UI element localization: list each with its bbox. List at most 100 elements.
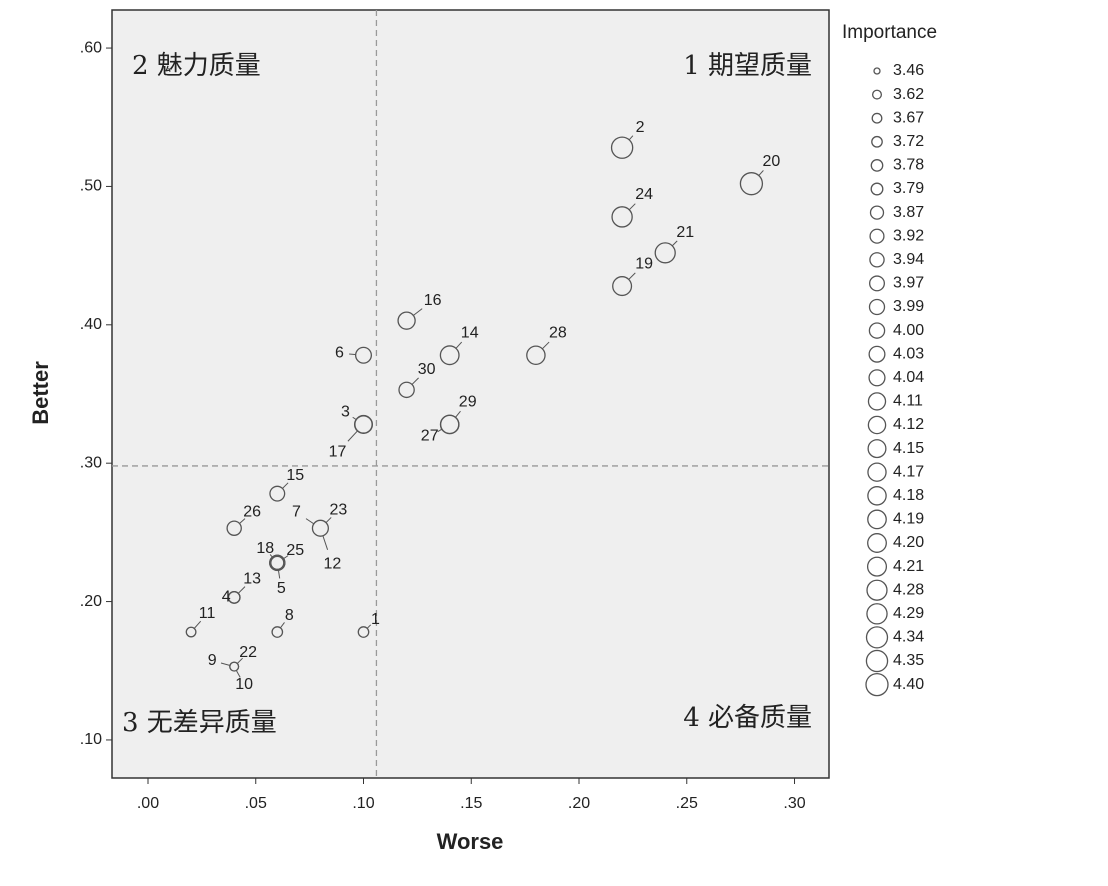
point-label: 7: [292, 503, 301, 520]
legend-bubble: [868, 322, 886, 339]
bubble: [439, 345, 460, 366]
quadrant-label: 4 必备质量: [683, 703, 812, 733]
bubble: [354, 346, 373, 364]
legend-bubble: [866, 579, 888, 601]
x-tick-label: .20: [568, 795, 590, 812]
legend-bubble: [867, 486, 887, 506]
point-label: 13: [243, 571, 261, 588]
legend-bubble: [870, 182, 884, 196]
y-axis-title: Better: [28, 361, 53, 425]
bubble: [271, 626, 284, 638]
x-tick-label: .05: [245, 795, 267, 812]
legend-bubble: [867, 509, 887, 530]
bubble: [526, 345, 546, 366]
point-label: 25: [286, 542, 304, 559]
x-tick-label: .10: [352, 795, 374, 812]
legend-bubble: [869, 228, 885, 244]
legend-label: 3.97: [893, 275, 924, 292]
quadrant-label: 2 魅力质量: [132, 51, 261, 81]
legend-label: 4.15: [893, 440, 924, 457]
point-label: 6: [335, 344, 344, 361]
point-label: 10: [235, 676, 253, 693]
legend-bubble: [870, 159, 884, 172]
y-tick-label: .20: [80, 593, 102, 610]
legend-label: 3.99: [893, 298, 924, 315]
point-label: 26: [243, 503, 261, 520]
bubble: [610, 136, 634, 159]
x-axis-title: Worse: [437, 829, 504, 854]
point-label: 23: [329, 501, 347, 518]
legend-bubble: [869, 275, 885, 292]
legend-label: 3.72: [893, 133, 924, 150]
legend-label: 3.46: [893, 62, 924, 79]
legend-label: 3.67: [893, 109, 924, 126]
legend-label: 4.17: [893, 463, 924, 480]
point-label: 17: [329, 444, 347, 461]
legend-label: 4.40: [893, 676, 924, 693]
legend-bubble: [871, 135, 883, 148]
point-label: 1: [371, 611, 380, 628]
bubble: [229, 661, 240, 672]
legend-label: 4.34: [893, 629, 924, 646]
point-label: 20: [763, 153, 781, 170]
legend-bubble: [866, 556, 888, 577]
legend-label: 4.29: [893, 605, 924, 622]
point-label: 11: [199, 605, 216, 622]
point-label: 16: [424, 292, 442, 309]
quadrant-label: 3 无差异质量: [122, 708, 277, 738]
point-label: 8: [285, 607, 294, 624]
legend-bubble: [869, 252, 885, 268]
legend-bubble: [865, 672, 889, 697]
legend-bubble: [867, 439, 887, 459]
legend-bubble: [867, 415, 887, 435]
legend-label: 3.92: [893, 227, 924, 244]
point-label: 30: [418, 361, 436, 378]
bubble: [739, 172, 764, 196]
legend-bubble: [867, 392, 887, 411]
point-label: 18: [256, 540, 274, 557]
legend-label: 4.11: [893, 393, 923, 410]
bubble: [654, 242, 676, 264]
legend-bubble: [868, 345, 886, 363]
point-label: 21: [676, 224, 694, 241]
y-tick-label: .40: [80, 316, 102, 333]
bubble: [269, 485, 286, 502]
legend-label: 4.04: [893, 369, 924, 386]
point-label: 29: [459, 394, 477, 411]
legend-bubble: [871, 89, 883, 100]
legend-label: 3.62: [893, 86, 924, 103]
legend-label: 3.94: [893, 251, 924, 268]
legend-bubble: [869, 205, 885, 220]
legend-bubble: [866, 603, 888, 625]
legend-label: 4.18: [893, 487, 924, 504]
bubble: [227, 591, 241, 604]
legend-bubble: [871, 112, 883, 124]
legend-bubble: [867, 462, 887, 482]
legend-label: 4.12: [893, 416, 924, 433]
bubble: [440, 414, 460, 435]
bubble: [612, 276, 633, 297]
x-tick-label: .25: [676, 795, 698, 812]
bubble: [311, 519, 329, 537]
point-label: 15: [286, 467, 304, 484]
point-label: 28: [549, 324, 567, 341]
legend-bubble: [868, 369, 886, 387]
legend-bubble: [873, 67, 881, 75]
legend-title: Importance: [842, 22, 937, 43]
legend-label: 4.21: [893, 558, 924, 575]
point-label: 22: [239, 644, 257, 661]
legend-label: 3.78: [893, 157, 924, 174]
bubble: [398, 381, 415, 399]
bubble: [226, 520, 242, 536]
bubble: [397, 311, 416, 330]
bubble: [185, 626, 197, 638]
legend-label: 4.19: [893, 511, 924, 528]
legend-bubble: [865, 626, 889, 649]
bubble: [354, 415, 373, 434]
point-label: 19: [635, 255, 653, 272]
legend-label: 3.87: [893, 204, 924, 221]
bubble: [357, 626, 370, 638]
point-label: 5: [277, 580, 286, 597]
y-tick-label: .10: [80, 731, 102, 748]
